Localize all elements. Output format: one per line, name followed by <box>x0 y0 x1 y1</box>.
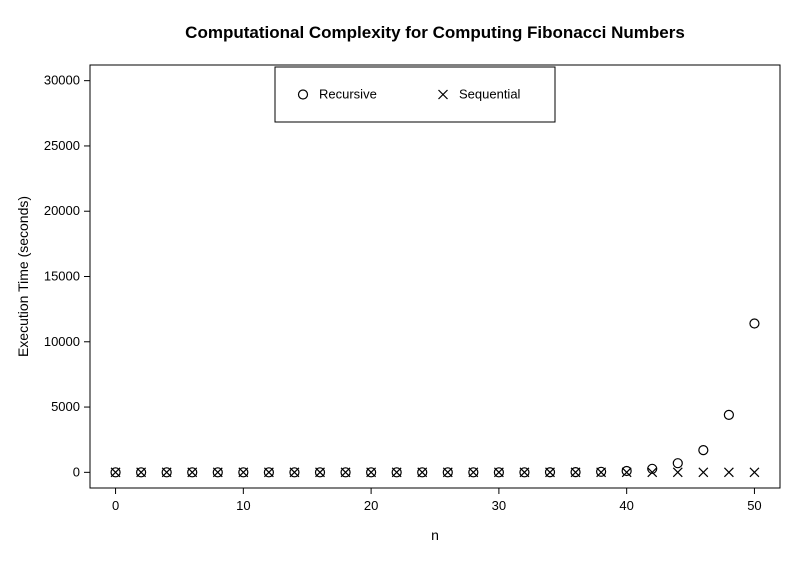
x-tick-label: 30 <box>492 498 506 513</box>
y-tick-label: 5000 <box>51 399 80 414</box>
y-tick-label: 10000 <box>44 334 80 349</box>
fibonacci-complexity-chart: 0 10 20 30 40 50 0 5000 10000 15000 20000 25000 3000… <box>0 0 802 566</box>
chart-title: Computational Complexity for Computing F… <box>185 23 685 42</box>
x-tick-label: 20 <box>364 498 378 513</box>
y-tick-label: 15000 <box>44 269 80 284</box>
legend-label: Sequential <box>459 87 521 102</box>
y-tick-label: 20000 <box>44 203 80 218</box>
y-tick-label: 0 <box>73 464 80 479</box>
y-tick-label: 25000 <box>44 138 80 153</box>
x-tick-label: 40 <box>619 498 633 513</box>
y-axis-label: Execution Time (seconds) <box>15 196 31 357</box>
x-tick-label: 50 <box>747 498 761 513</box>
y-tick-label: 30000 <box>44 73 80 88</box>
x-tick-label: 10 <box>236 498 250 513</box>
x-tick-label: 0 <box>112 498 119 513</box>
x-axis-label: n <box>431 527 439 543</box>
legend-label: Recursive <box>319 87 377 102</box>
